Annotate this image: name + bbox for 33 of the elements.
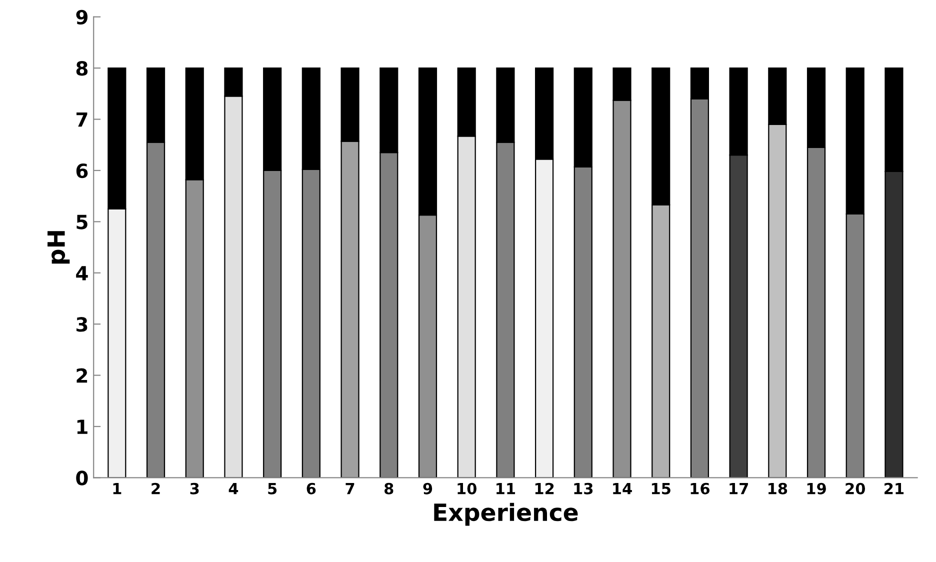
x-tick-label: 17 — [730, 483, 748, 494]
x-tick-label: 6 — [306, 482, 316, 494]
y-tick-label: 6 — [76, 163, 88, 178]
x-tick-label: 14 — [613, 483, 632, 494]
x-tick-label: 3 — [190, 482, 199, 494]
x-tick-label: 21 — [884, 482, 904, 494]
y-tick-label: 2 — [76, 368, 88, 383]
y-tick-label: 0 — [76, 470, 88, 486]
x-tick-label: 13 — [574, 482, 593, 494]
x-tick-label: 19 — [807, 482, 826, 494]
x-tick-label: 2 — [152, 482, 160, 494]
y-tick-label: 9 — [76, 10, 88, 25]
y-tick-label: 8 — [76, 61, 88, 76]
x-tick-label: 5 — [268, 483, 277, 494]
x-tick-label: 7 — [346, 483, 354, 494]
x-tick-label: 15 — [652, 483, 670, 494]
x-axis-title: Experience — [434, 502, 578, 526]
y-tick-label: 5 — [76, 214, 88, 230]
x-tick-label: 4 — [228, 483, 238, 494]
y-tick-label: 1 — [77, 420, 88, 434]
x-tick-label: 16 — [690, 482, 710, 494]
x-tick-label: 18 — [768, 482, 788, 494]
x-tick-label: 20 — [846, 482, 866, 494]
y-tick-label: 4 — [76, 266, 88, 280]
x-tick-label: 1 — [113, 483, 122, 494]
x-tick-label: 10 — [458, 482, 476, 494]
y-axis-title: pH — [48, 231, 70, 264]
x-tick-label: 11 — [496, 483, 516, 494]
y-tick-label: 3 — [76, 317, 88, 332]
x-tick-label: 12 — [535, 482, 554, 494]
y-tick-label: 7 — [76, 112, 88, 127]
x-tick-label: 8 — [384, 482, 394, 494]
x-tick-label: 9 — [423, 482, 432, 494]
